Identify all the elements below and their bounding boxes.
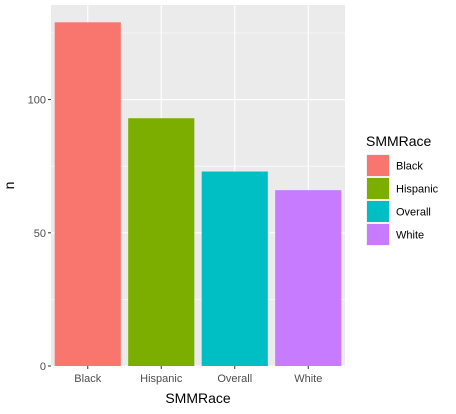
legend: SMMRace Black Hispanic Overall White xyxy=(366,133,439,246)
y-axis: 0 50 100 xyxy=(28,95,51,373)
bar-overall xyxy=(201,171,268,366)
legend-title: SMMRace xyxy=(366,133,432,149)
legend-label: Black xyxy=(396,161,423,173)
bar-hispanic xyxy=(128,118,195,366)
x-tick-label: Hispanic xyxy=(140,373,183,385)
legend-key-black xyxy=(367,155,389,176)
legend-key-overall xyxy=(367,201,389,222)
bar-white xyxy=(275,190,342,366)
bars xyxy=(54,22,342,366)
legend-label: Overall xyxy=(396,207,431,219)
x-tick-label: Overall xyxy=(217,373,252,385)
legend-key-hispanic xyxy=(367,178,389,199)
y-tick-label: 0 xyxy=(40,361,46,373)
x-axis-title: SMMRace xyxy=(165,390,231,406)
y-tick-label: 100 xyxy=(28,95,46,107)
x-tick-label: White xyxy=(294,373,322,385)
legend-key-white xyxy=(367,224,389,245)
legend-label: Hispanic xyxy=(396,184,439,196)
bar-black xyxy=(54,22,121,366)
y-axis-title: n xyxy=(1,182,17,190)
x-tick-label: Black xyxy=(74,373,101,385)
legend-label: White xyxy=(396,230,424,242)
y-tick-label: 50 xyxy=(34,228,46,240)
x-axis: Black Hispanic Overall White xyxy=(74,366,322,385)
